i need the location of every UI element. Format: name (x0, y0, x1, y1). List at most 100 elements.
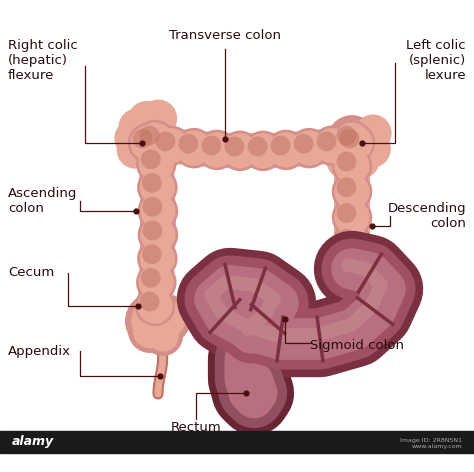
Circle shape (327, 142, 364, 180)
Circle shape (317, 131, 337, 151)
Polygon shape (285, 131, 310, 168)
Circle shape (142, 173, 162, 193)
Circle shape (133, 129, 153, 149)
Circle shape (246, 133, 281, 169)
Text: Right colic
(hepatic)
flexure: Right colic (hepatic) flexure (8, 39, 78, 82)
Circle shape (151, 126, 191, 166)
Circle shape (337, 177, 356, 197)
Circle shape (179, 134, 198, 153)
Circle shape (136, 143, 176, 184)
Circle shape (137, 167, 178, 208)
Circle shape (289, 128, 329, 169)
Text: Sigmoid colon: Sigmoid colon (310, 339, 404, 353)
Text: Rectum: Rectum (171, 421, 221, 434)
Circle shape (243, 131, 283, 171)
Circle shape (334, 122, 370, 158)
Text: Image ID: 2R8N5N1
www.alamy.com: Image ID: 2R8N5N1 www.alamy.com (400, 438, 462, 449)
Polygon shape (137, 281, 174, 307)
Circle shape (140, 170, 175, 205)
Circle shape (142, 244, 162, 264)
Circle shape (139, 265, 174, 300)
Circle shape (137, 215, 178, 255)
Circle shape (140, 126, 159, 145)
Circle shape (137, 191, 178, 231)
Circle shape (155, 131, 175, 151)
Circle shape (176, 131, 211, 166)
Circle shape (143, 197, 162, 217)
Circle shape (225, 136, 245, 156)
Circle shape (118, 109, 156, 146)
Circle shape (354, 130, 391, 168)
Circle shape (147, 320, 179, 352)
Polygon shape (140, 187, 175, 211)
Circle shape (334, 226, 370, 261)
Circle shape (137, 238, 178, 279)
Circle shape (339, 129, 359, 149)
Circle shape (140, 292, 159, 312)
Circle shape (173, 128, 214, 169)
Circle shape (328, 116, 376, 164)
Circle shape (143, 316, 183, 356)
Polygon shape (137, 139, 174, 165)
Circle shape (354, 115, 392, 152)
Circle shape (332, 249, 372, 289)
Circle shape (312, 126, 352, 166)
Circle shape (292, 131, 327, 166)
Circle shape (128, 309, 172, 353)
Circle shape (130, 126, 165, 160)
Circle shape (332, 145, 372, 186)
Polygon shape (262, 132, 287, 169)
Circle shape (333, 121, 371, 160)
Circle shape (136, 121, 174, 160)
Circle shape (135, 286, 175, 326)
Text: Appendix: Appendix (8, 345, 71, 357)
Circle shape (131, 116, 179, 164)
Text: Left colic
(splenic)
lexure: Left colic (splenic) lexure (406, 39, 466, 82)
Circle shape (268, 132, 304, 168)
Text: Descending
colon: Descending colon (387, 202, 466, 230)
Circle shape (271, 135, 291, 155)
Circle shape (141, 268, 161, 288)
Circle shape (136, 262, 176, 303)
Circle shape (197, 130, 237, 170)
Circle shape (137, 122, 173, 158)
Text: Ascending
colon: Ascending colon (8, 187, 77, 215)
Circle shape (222, 133, 257, 169)
Circle shape (128, 101, 165, 138)
Circle shape (114, 119, 152, 157)
Polygon shape (140, 235, 175, 259)
Circle shape (314, 128, 350, 163)
Polygon shape (307, 128, 334, 166)
Polygon shape (334, 218, 370, 243)
Polygon shape (334, 140, 370, 166)
Circle shape (141, 150, 161, 169)
Polygon shape (240, 133, 263, 169)
Polygon shape (169, 128, 196, 166)
Circle shape (146, 300, 185, 338)
Circle shape (125, 293, 181, 349)
Circle shape (143, 220, 162, 240)
Circle shape (332, 171, 372, 212)
Circle shape (199, 132, 235, 168)
Circle shape (332, 120, 372, 160)
Circle shape (332, 197, 372, 237)
Circle shape (140, 217, 175, 253)
Polygon shape (139, 258, 175, 283)
Circle shape (334, 200, 370, 235)
Polygon shape (146, 126, 173, 163)
Circle shape (266, 130, 306, 170)
Text: Cecum: Cecum (8, 267, 54, 279)
Circle shape (140, 194, 175, 229)
Circle shape (133, 314, 167, 348)
Polygon shape (330, 126, 357, 163)
Circle shape (337, 255, 356, 275)
Circle shape (140, 100, 177, 137)
Circle shape (337, 126, 373, 160)
Circle shape (294, 134, 313, 153)
Polygon shape (334, 192, 370, 218)
Circle shape (141, 294, 191, 344)
Circle shape (334, 148, 370, 184)
Polygon shape (216, 132, 241, 169)
Circle shape (337, 126, 356, 145)
Polygon shape (334, 243, 370, 269)
